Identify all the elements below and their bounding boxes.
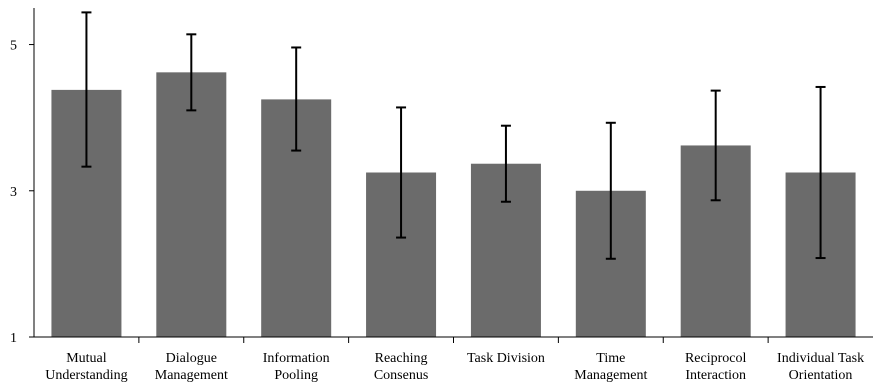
x-label-1: Dialogue Management [155,351,228,383]
x-label-6-line-0: Reciprocol [685,351,747,366]
x-label-3-line-0: Reaching [375,351,428,366]
error-bar-6 [710,89,721,202]
x-label-3: Reaching Consenus [374,351,428,383]
x-label-1-line-1: Management [155,368,228,383]
error-bar-1 [186,33,197,112]
x-label-0: Mutual Understanding [45,351,127,383]
x-label-2-line-1: Pooling [274,368,318,383]
x-label-2-line-0: Information [263,351,330,366]
x-label-7-line-1: Orientation [789,368,853,383]
error-bars-group [81,11,826,260]
y-tick-label-2: 5 [10,39,17,54]
y-tick-label-0: 1 [10,331,17,346]
x-label-6: Reciprocol Interaction [685,351,747,383]
x-label-4: Task Division [467,351,545,366]
y-tick-label-1: 3 [10,185,17,200]
error-bar-3 [396,106,407,239]
error-bar-4 [500,124,511,203]
y-tick-labels: 1 3 5 [10,39,17,346]
x-category-labels: Mutual Understanding Dialogue Management Inf… [45,351,864,383]
axes-group [29,8,873,343]
x-label-6-line-1: Interaction [685,368,746,383]
error-bar-0 [81,11,92,168]
error-bar-2 [291,46,302,152]
x-label-0-line-1: Understanding [45,368,127,383]
x-label-4-line-0: Task Division [467,351,545,366]
error-bar-5 [605,121,616,260]
x-label-1-line-0: Dialogue [166,351,217,366]
x-label-7: Individual Task Orientation [777,351,864,383]
error-bar-7 [815,85,826,260]
x-label-7-line-0: Individual Task [777,351,864,366]
x-label-5-line-0: Time [596,351,625,366]
bar-1 [156,72,227,338]
x-label-5-line-1: Management [574,368,647,383]
x-label-5: Time Management [574,351,647,383]
bars-group [51,72,856,338]
x-label-3-line-1: Consenus [374,368,428,383]
x-label-2: Information Pooling [263,351,330,383]
x-label-0-line-0: Mutual [66,351,107,366]
